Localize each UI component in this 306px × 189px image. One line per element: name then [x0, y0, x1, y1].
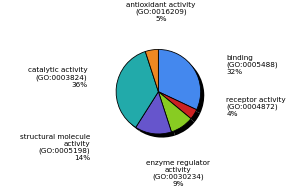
- Wedge shape: [139, 95, 175, 138]
- Wedge shape: [145, 50, 159, 92]
- Wedge shape: [120, 55, 162, 131]
- Text: catalytic activity
(GO:0003824)
36%: catalytic activity (GO:0003824) 36%: [28, 67, 87, 88]
- Wedge shape: [116, 52, 159, 127]
- Wedge shape: [136, 92, 171, 134]
- Wedge shape: [162, 95, 200, 122]
- Text: binding
(GO:0005488)
32%: binding (GO:0005488) 32%: [226, 55, 278, 75]
- Text: enzyme regulator
activity
(GO:0030234)
9%: enzyme regulator activity (GO:0030234) 9…: [146, 160, 210, 187]
- Text: receptor activity
(GO:0004872)
4%: receptor activity (GO:0004872) 4%: [226, 97, 286, 117]
- Wedge shape: [159, 92, 191, 132]
- Text: structural molecule
activity
(GO:0005198)
14%: structural molecule activity (GO:0005198…: [20, 134, 90, 161]
- Wedge shape: [149, 53, 162, 95]
- Wedge shape: [159, 92, 197, 119]
- Wedge shape: [159, 50, 201, 110]
- Text: antioxidant activity
(GO:0016209)
5%: antioxidant activity (GO:0016209) 5%: [126, 2, 196, 22]
- Wedge shape: [162, 53, 204, 113]
- Wedge shape: [162, 95, 195, 136]
